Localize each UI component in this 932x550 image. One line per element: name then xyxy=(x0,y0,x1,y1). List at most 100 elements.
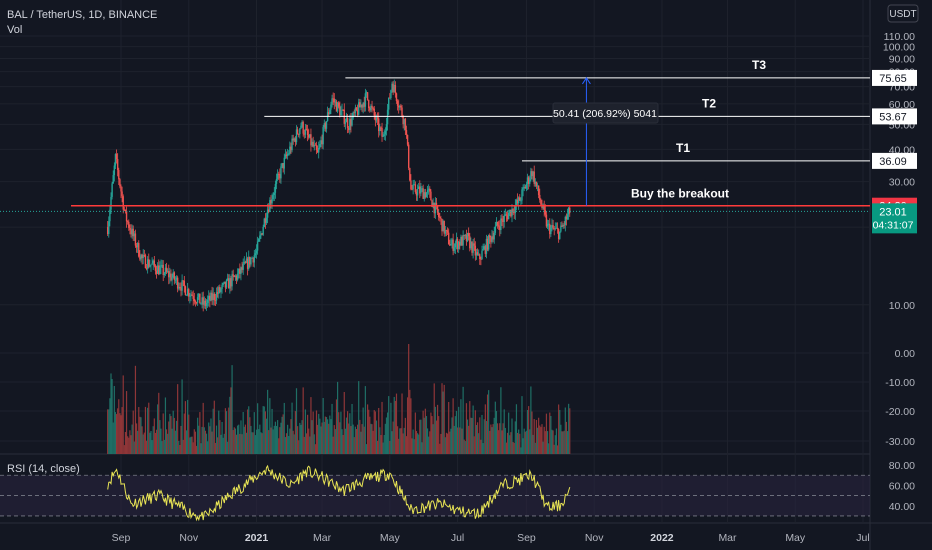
candle-body xyxy=(249,256,251,265)
candle-body xyxy=(305,129,308,130)
candle-body xyxy=(160,265,162,268)
volume-bar xyxy=(301,420,303,454)
volume-bar xyxy=(191,436,193,454)
candle-body xyxy=(314,144,317,146)
rsi-line xyxy=(107,464,571,522)
volume-legend[interactable]: Vol xyxy=(7,24,23,36)
volume-bar xyxy=(528,406,530,454)
candle-body xyxy=(524,186,527,189)
candle-body xyxy=(536,185,539,187)
candle-body xyxy=(185,294,188,296)
candle-body xyxy=(391,83,393,91)
candle-body xyxy=(263,218,265,227)
volume-bar xyxy=(263,406,265,454)
volume-bar xyxy=(566,431,569,454)
volume-bar xyxy=(343,392,345,454)
candle-body xyxy=(521,189,523,201)
volume-bar xyxy=(151,440,153,454)
volume-bar xyxy=(180,425,182,454)
rsi-axis-label: 60.00 xyxy=(889,480,915,492)
currency-button-label[interactable]: USDT xyxy=(889,9,916,20)
volume-bar xyxy=(310,397,312,454)
candle-body xyxy=(352,112,354,118)
target-price-label-t1: 36.09 xyxy=(879,156,907,168)
volume-bar xyxy=(463,439,465,454)
candle-body xyxy=(215,292,218,301)
candle-body xyxy=(401,107,403,117)
volume-bar xyxy=(230,387,232,454)
volume-bar xyxy=(543,426,545,454)
volume-axis-label: -10.00 xyxy=(885,377,915,389)
candle-body xyxy=(188,289,190,297)
candle-body xyxy=(503,215,505,222)
volume-bar xyxy=(253,412,255,454)
candle-body xyxy=(318,148,320,153)
volume-bar xyxy=(338,412,340,454)
candle-body xyxy=(339,106,341,116)
rsi-axis-label: 80.00 xyxy=(889,460,915,472)
volume-bar xyxy=(222,437,224,454)
candle-body xyxy=(431,200,433,207)
volume-bar xyxy=(401,393,403,454)
candle-body xyxy=(142,254,144,259)
volume-bar xyxy=(303,436,305,454)
volume-bar xyxy=(434,406,436,454)
volume-bar xyxy=(135,423,138,454)
symbol-title[interactable]: BAL / TetherUS, 1D, BINANCE xyxy=(7,9,158,21)
volume-bar xyxy=(334,429,336,454)
candle-body xyxy=(482,248,484,251)
candle-body xyxy=(465,234,468,242)
candle-body xyxy=(506,215,509,220)
candle-body xyxy=(516,199,519,204)
candle-body xyxy=(422,188,424,199)
candle-body xyxy=(196,297,199,303)
candle-body xyxy=(256,241,259,251)
candle-body xyxy=(194,301,197,303)
volume-bar xyxy=(534,442,536,454)
volume-bar xyxy=(213,400,215,454)
candle-body xyxy=(380,127,382,129)
candle-body xyxy=(565,216,568,220)
volume-bar xyxy=(115,414,118,454)
target-price-tag-t2 xyxy=(872,108,917,125)
volume-bar xyxy=(419,419,421,454)
volume-bar xyxy=(123,445,125,454)
volume-bar xyxy=(469,401,471,454)
candle-body xyxy=(144,255,147,269)
volume-bar xyxy=(375,420,378,454)
volume-bar xyxy=(390,402,392,454)
volume-bar xyxy=(108,409,110,454)
volume-bar xyxy=(327,419,329,454)
candle-body xyxy=(540,199,542,205)
volume-bar xyxy=(144,406,147,454)
candle-body xyxy=(464,234,467,236)
candle-body xyxy=(279,174,281,179)
candle-body xyxy=(282,163,284,169)
candle-body xyxy=(379,127,381,132)
volume-bar xyxy=(204,430,207,454)
candle-body xyxy=(481,250,483,260)
volume-bar xyxy=(269,398,271,454)
candle-body xyxy=(473,243,475,246)
candle-body xyxy=(226,278,229,280)
candle-body xyxy=(154,265,157,271)
candle-body xyxy=(283,157,285,169)
volume-bar xyxy=(442,391,444,454)
volume-bar xyxy=(132,410,134,454)
volume-bar xyxy=(221,421,223,454)
volume-bar xyxy=(409,389,411,454)
volume-bar xyxy=(124,432,127,454)
candle-body xyxy=(449,244,451,246)
candle-body xyxy=(315,145,318,150)
rsi-legend[interactable]: RSI (14, close) xyxy=(7,463,80,475)
candle-body xyxy=(550,227,552,235)
volume-bar xyxy=(561,431,563,454)
measure-tooltip-box xyxy=(552,102,659,124)
volume-bar xyxy=(358,381,360,454)
volume-bar xyxy=(465,403,468,454)
volume-bar xyxy=(291,402,293,454)
volume-bar xyxy=(503,409,505,454)
volume-bar xyxy=(119,413,121,454)
volume-bar xyxy=(440,433,442,454)
